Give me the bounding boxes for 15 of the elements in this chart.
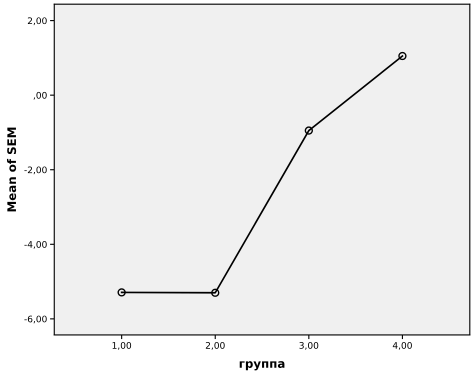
y-tick-label: -2,00 [24,166,47,174]
x-tick-label: 1,00 [112,342,132,350]
x-tick-label: 2,00 [206,342,225,350]
x-tick-label: 3,00 [299,342,318,350]
y-tick-label: -4,00 [24,241,47,249]
point [117,288,126,297]
x-tick-label: 4,00 [392,342,412,350]
y-tick-label: ,00 [34,92,47,100]
y-tick-label: 2,00 [28,17,47,26]
point [211,288,220,297]
x-axis-title: группа [240,361,284,370]
y-axis-title: Mean of SEM [6,128,16,212]
y-tick-label: -6,00 [24,316,47,324]
point [398,52,407,60]
point [304,126,313,135]
